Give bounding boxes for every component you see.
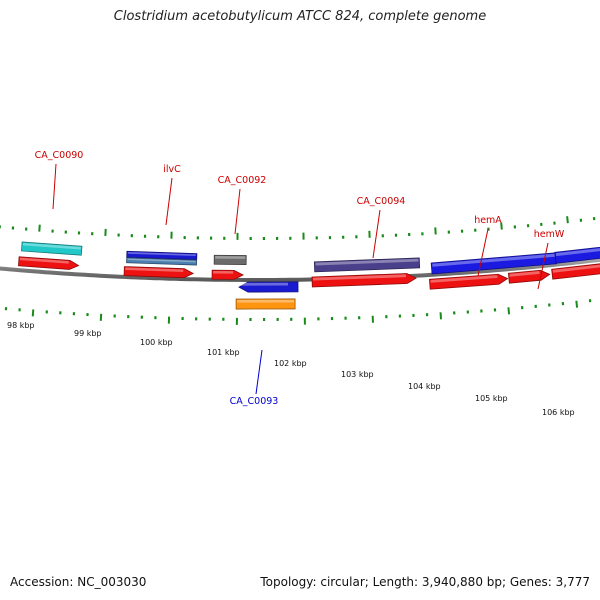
- tick-label: 106 kbp: [542, 408, 575, 417]
- gene-label: CA_C0092: [218, 175, 267, 186]
- gene-hemW: [554, 245, 600, 264]
- gene-hemA: [430, 252, 558, 275]
- gene-label: ilvC: [163, 164, 181, 175]
- gene-ilvC: [126, 250, 198, 260]
- gene-hemW-highlight: [555, 246, 600, 257]
- gene-CA_C0093-highlight: [239, 282, 288, 286]
- gene-label: hemW: [534, 229, 565, 240]
- cds-CA_C0090: [18, 256, 80, 270]
- cds-hemA-body: [429, 273, 509, 290]
- tick-label: 100 kbp: [140, 338, 173, 347]
- inner-tick-ring: [4, 299, 592, 325]
- gene-hemA-highlight: [432, 253, 556, 267]
- gene-CA_C0092: [213, 254, 247, 265]
- gene-ilvC-strip-highlight: [127, 258, 196, 263]
- outer-tick-major: [500, 222, 503, 230]
- tick-label: 103 kbp: [341, 370, 374, 379]
- cds-CA_C0092-highlight: [213, 270, 234, 274]
- leader-line: [234, 188, 241, 235]
- gene-CA_C0094-body: [313, 257, 421, 273]
- gene-CA_C0090-body: [21, 241, 83, 256]
- outer-tick-ring: [0, 216, 596, 240]
- inner-tick-major: [575, 300, 579, 308]
- gene-label: CA_C0093: [230, 396, 279, 407]
- cds-ilvC-highlight: [125, 267, 184, 272]
- gene-features: [18, 241, 600, 310]
- cds-ilvC-body: [123, 266, 195, 279]
- cds-CA_C0093-body: [235, 298, 296, 310]
- outer-tick-major: [566, 216, 569, 224]
- inner-tick-major: [31, 309, 35, 317]
- cds-ilvC: [123, 266, 195, 279]
- diagram-title: Clostridium acetobutylicum ATCC 824, com…: [113, 9, 487, 24]
- inner-tick-major: [507, 307, 511, 315]
- cds-CA_C0093: [235, 298, 296, 310]
- gene-label: hemA: [474, 215, 502, 226]
- tick-label: 105 kbp: [475, 394, 508, 403]
- cds-CA_C0090-body: [18, 256, 80, 270]
- cds-hemA-2: [507, 269, 551, 284]
- gene-CA_C0090-highlight: [22, 242, 81, 250]
- cds-CA_C0094-body: [311, 273, 417, 288]
- cds-hemW-body: [551, 263, 600, 280]
- tick-label: 98 kbp: [7, 321, 35, 330]
- leader-line: [255, 349, 263, 395]
- gene-CA_C0092-highlight: [215, 256, 246, 259]
- cds-hemW-highlight: [552, 264, 600, 273]
- cds-CA_C0092-body: [211, 269, 244, 280]
- genome-summary: Topology: circular; Length: 3,940,880 bp…: [260, 575, 590, 589]
- gene-label: CA_C0090: [35, 150, 84, 161]
- cds-CA_C0092: [211, 269, 244, 280]
- gene-labels: CA_C0090 ilvC CA_C0092 CA_C0094 hemA hemW CA_C…: [35, 150, 565, 407]
- gene-label: CA_C0094: [357, 196, 406, 207]
- cds-CA_C0094-highlight: [312, 274, 407, 281]
- gene-CA_C0093-body: [238, 281, 299, 293]
- gene-CA_C0094-highlight: [315, 258, 419, 266]
- accession-label: Accession: NC_003030: [10, 575, 147, 589]
- tick-label: 102 kbp: [274, 359, 307, 368]
- cds-hemA-2-body: [507, 269, 551, 284]
- gene-ilvC-body: [126, 250, 198, 260]
- tick-label: 99 kbp: [74, 329, 102, 338]
- gene-CA_C0092-body: [213, 254, 247, 265]
- gene-CA_C0093: [238, 281, 299, 293]
- gene-ilvC-strip: [126, 257, 198, 266]
- tick-labels: 98 kbp 99 kbp 100 kbp 101 kbp 102 kbp 103 kbp…: [7, 321, 575, 417]
- gene-CA_C0090: [21, 241, 83, 256]
- cds-hemA-2-highlight: [509, 271, 540, 277]
- gene-hemW-body: [554, 245, 600, 264]
- cds-hemW: [551, 263, 600, 280]
- gene-ilvC-strip-body: [126, 257, 198, 266]
- cds-CA_C0090-highlight: [19, 257, 69, 264]
- gene-ilvC-highlight: [127, 252, 196, 257]
- cds-hemA: [429, 273, 509, 290]
- leader-line: [537, 242, 549, 290]
- leader-line: [165, 177, 173, 226]
- leader-line: [372, 209, 381, 259]
- leader-line: [477, 228, 489, 277]
- gene-hemA-body: [430, 252, 558, 275]
- cds-CA_C0093-highlight: [237, 299, 295, 303]
- leader-line: [52, 163, 57, 210]
- gene-CA_C0094: [313, 257, 421, 273]
- cds-hemA-highlight: [430, 275, 498, 283]
- tick-label: 104 kbp: [408, 382, 441, 391]
- cds-CA_C0094: [311, 273, 417, 288]
- tick-label: 101 kbp: [207, 348, 240, 357]
- outer-tick-major: [38, 224, 41, 232]
- genome-backbone: [0, 257, 600, 282]
